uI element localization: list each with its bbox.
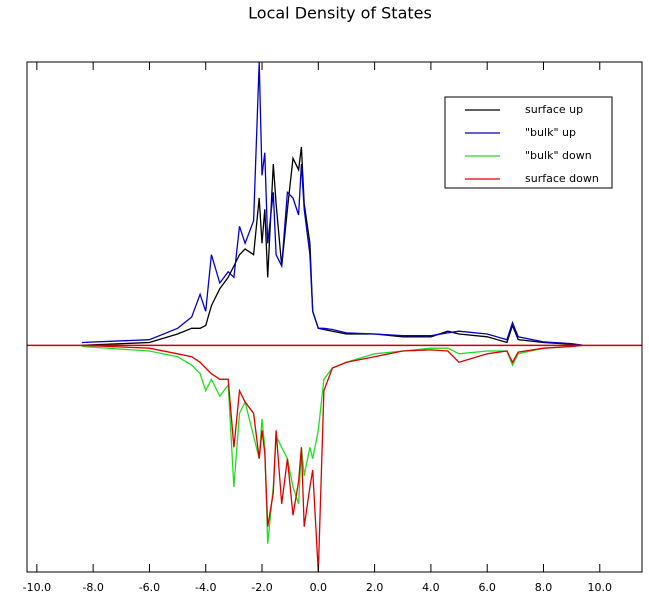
legend-label: "bulk" down — [525, 149, 592, 162]
plot-frame — [26, 61, 643, 573]
x-tick-label: -10.0 — [23, 581, 51, 594]
series-line — [81, 344, 583, 544]
x-tick-label: -8.0 — [82, 581, 103, 594]
x-tick-label: -2.0 — [251, 581, 272, 594]
x-tick-label: 0.0 — [310, 581, 328, 594]
series-line — [81, 62, 583, 346]
legend-label: "bulk" up — [525, 126, 576, 139]
x-tick-label: 4.0 — [422, 581, 440, 594]
x-tick-label: 6.0 — [478, 581, 496, 594]
legend-label: surface down — [525, 172, 599, 185]
legend-label: surface up — [525, 103, 583, 116]
series-line — [81, 146, 583, 346]
plot-area — [27, 62, 642, 572]
x-tick-label: 10.0 — [588, 581, 613, 594]
legend: surface up "bulk" up "bulk" down surface do… — [444, 96, 613, 189]
x-tick-label: -4.0 — [195, 581, 216, 594]
x-tick-label: 8.0 — [535, 581, 553, 594]
x-tick-label: 2.0 — [366, 581, 384, 594]
chart-title: Local Density of States — [248, 4, 432, 23]
legend-box — [444, 96, 613, 189]
x-tick-label: -6.0 — [139, 581, 160, 594]
series-line — [81, 344, 583, 572]
